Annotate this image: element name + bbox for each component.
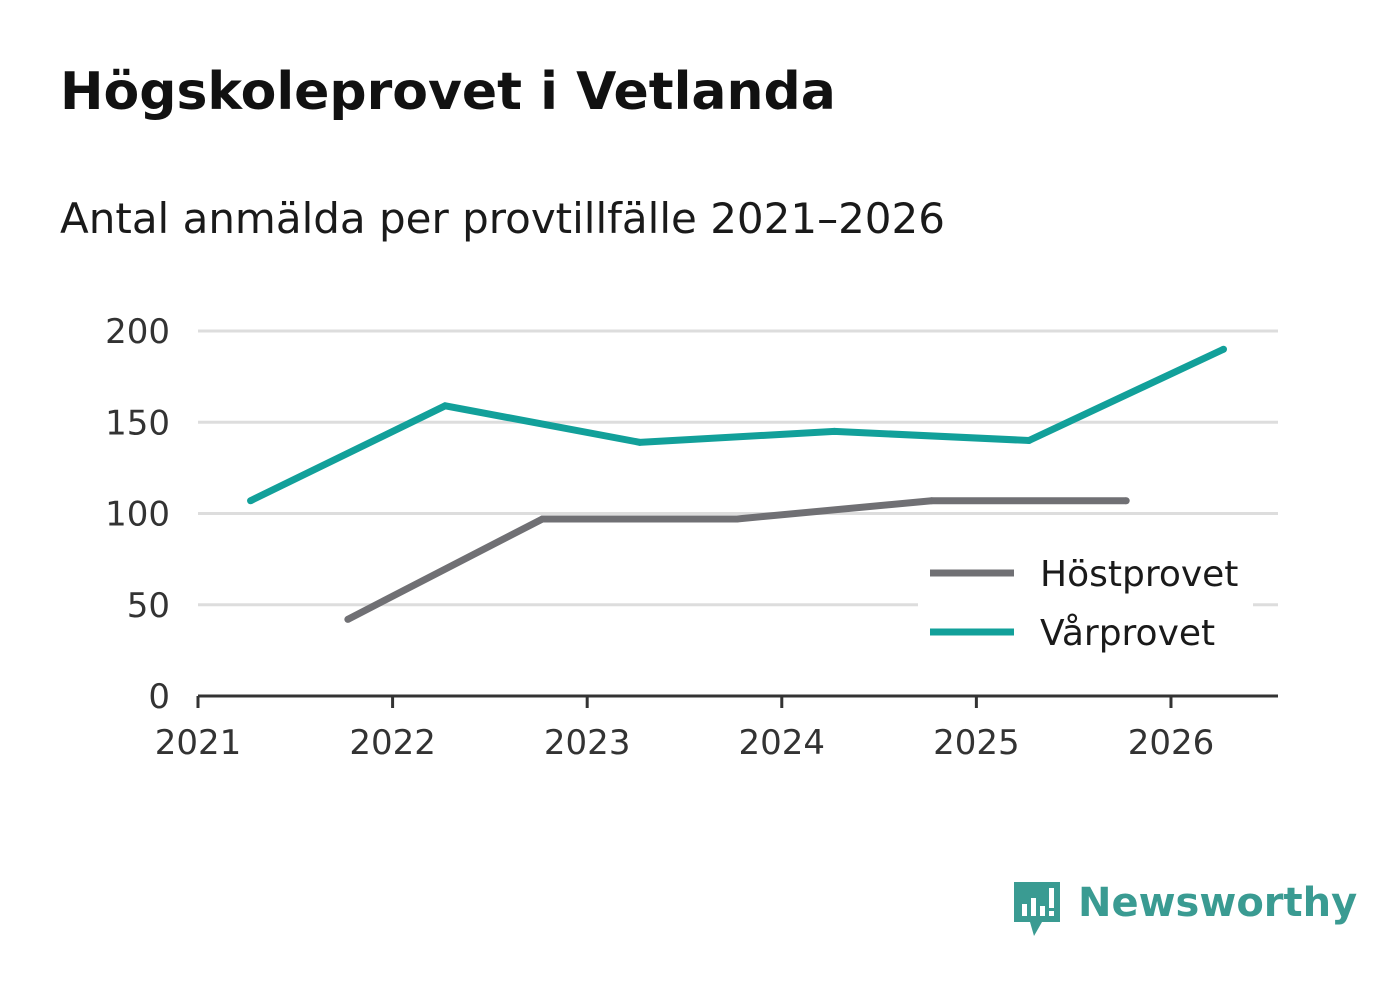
legend: Höstprovet Vårprovet — [918, 540, 1253, 670]
data-point — [441, 402, 449, 410]
y-tick-label: 150 — [105, 403, 170, 443]
y-tick-label: 100 — [105, 495, 170, 535]
series-lines — [247, 345, 1228, 623]
legend-label: Höstprovet — [1040, 554, 1238, 595]
chart-title: Högskoleprovet i Vetlanda — [60, 62, 836, 122]
newsworthy-logo-icon — [1014, 882, 1060, 936]
y-tick-label: 0 — [148, 677, 170, 717]
x-tick-label: 2026 — [1128, 723, 1215, 763]
y-tick-label: 200 — [105, 312, 170, 352]
brand-name: Newsworthy — [1078, 880, 1358, 926]
data-point — [830, 427, 838, 435]
chart-subtitle: Antal anmälda per provtillfälle 2021–202… — [60, 194, 945, 243]
data-point — [636, 438, 644, 446]
legend-label: Vårprovet — [1040, 613, 1215, 654]
y-tick-label: 50 — [127, 586, 170, 626]
x-tick-label: 2024 — [739, 723, 826, 763]
data-point — [247, 497, 255, 505]
data-point — [1220, 345, 1228, 353]
data-point — [1122, 497, 1130, 505]
brand-logo: Newsworthy — [1010, 878, 1357, 942]
data-point — [1025, 437, 1033, 444]
series-line-varprovet — [249, 346, 1225, 504]
data-point — [344, 615, 352, 623]
x-tick-label: 2022 — [349, 723, 436, 763]
x-tick-label: 2023 — [544, 723, 631, 763]
x-tick-label: 2021 — [155, 723, 242, 763]
x-tick-label: 2025 — [933, 723, 1020, 763]
data-point — [733, 515, 741, 523]
legend-background — [918, 540, 1253, 670]
axes: 0 50 100 150 200 2021 2022 2023 2024 2025 2026 — [105, 312, 1278, 763]
data-point — [538, 515, 546, 523]
data-point — [928, 497, 936, 505]
